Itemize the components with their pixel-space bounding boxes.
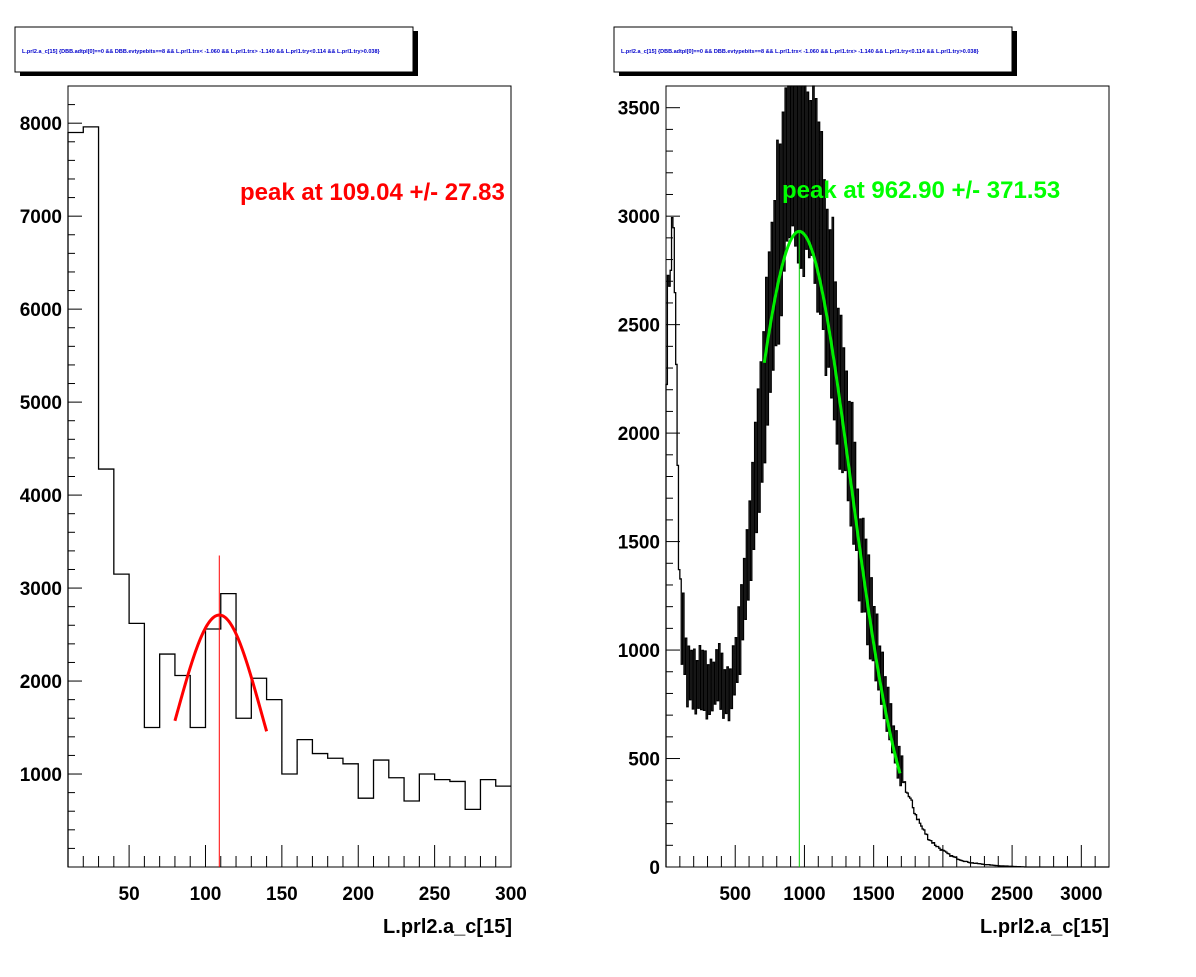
- left-plot-area: [67, 126, 511, 867]
- left-x-tick-label: 150: [266, 884, 298, 905]
- left-panel: L.prl2.a_c[15] {DBB.adtpl[0]==0 && DBB.e…: [14, 26, 527, 938]
- right-x-tick-label: 1000: [783, 884, 825, 905]
- left-y-tick-label: 3000: [20, 579, 62, 600]
- right-y-tick-label: 3500: [618, 99, 660, 120]
- left-y-tick-label: 2000: [20, 672, 62, 693]
- left-histogram-line: [67, 126, 511, 867]
- left-y-tick-label: 1000: [20, 765, 62, 786]
- right-x-tick-label: 3000: [1060, 884, 1102, 905]
- right-x-tick-label: 1500: [853, 884, 895, 905]
- left-y-tick-label: 5000: [20, 393, 62, 414]
- left-y-tick-label: 4000: [20, 486, 62, 507]
- left-gaussian-fit-curve: [173, 613, 269, 732]
- right-x-axis-ticks: 500 1000 1500 2000 2500 3000: [665, 845, 1110, 905]
- right-gaussian-fit-curve: [762, 229, 902, 774]
- left-x-tick-label: 50: [119, 884, 140, 905]
- right-x-tick-label: 2500: [991, 884, 1033, 905]
- right-peak-annotation: peak at 962.90 +/- 371.53: [782, 177, 1060, 204]
- left-y-tick-label: 7000: [20, 207, 62, 228]
- left-x-tick-label: 200: [342, 884, 374, 905]
- left-y-axis-ticks: 1000 2000 3000 4000 5000 6000 7000 8000: [20, 85, 82, 868]
- right-y-tick-label: 1500: [618, 533, 660, 554]
- right-title-text: L.prl2.a_c[15] {DBB.adtpl[0]==0 && DBB.e…: [621, 49, 979, 55]
- left-title-text: L.prl2.a_c[15] {DBB.adtpl[0]==0 && DBB.e…: [22, 49, 380, 55]
- right-y-axis-ticks: 0 500 1000 1500 2000 2500 3000 3500: [618, 85, 680, 879]
- left-x-axis-ticks: 50 100 150 200 250 300: [67, 845, 527, 905]
- right-title-box: L.prl2.a_c[15] {DBB.adtpl[0]==0 && DBB.e…: [613, 26, 1017, 76]
- right-x-tick-label: 500: [719, 884, 751, 905]
- right-panel: L.prl2.a_c[15] {DBB.adtpl[0]==0 && DBB.e…: [613, 26, 1110, 938]
- right-y-tick-label: 2000: [618, 424, 660, 445]
- right-x-axis-title: L.prl2.a_c[15]: [980, 916, 1109, 938]
- left-x-tick-label: 250: [419, 884, 451, 905]
- left-x-tick-label: 100: [190, 884, 222, 905]
- left-x-axis-title: L.prl2.a_c[15]: [383, 916, 512, 938]
- right-y-tick-label: 3000: [618, 207, 660, 228]
- right-x-tick-label: 2000: [922, 884, 964, 905]
- right-y-tick-label: 0: [649, 858, 660, 879]
- right-y-tick-label: 500: [628, 750, 660, 771]
- left-x-tick-label: 300: [495, 884, 527, 905]
- left-title-box: L.prl2.a_c[15] {DBB.adtpl[0]==0 && DBB.e…: [14, 26, 418, 76]
- right-plot-area: [665, 85, 1109, 868]
- left-y-tick-label: 8000: [20, 114, 62, 135]
- right-y-tick-label: 2500: [618, 316, 660, 337]
- left-peak-annotation: peak at 109.04 +/- 27.83: [240, 179, 505, 206]
- left-y-tick-label: 6000: [20, 300, 62, 321]
- right-y-tick-label: 1000: [618, 641, 660, 662]
